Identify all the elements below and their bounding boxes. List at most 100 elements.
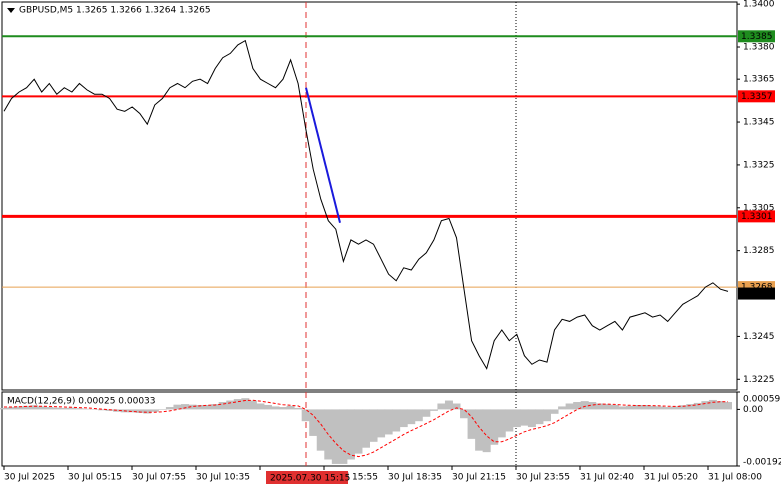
macd-bar (663, 407, 672, 410)
macd-bar (475, 409, 484, 451)
y2-tick-label: -0.00192 (743, 458, 781, 468)
macd-bar (429, 409, 438, 411)
x-tick-label: 30 Jul 23:55 (516, 473, 570, 483)
x-tick-label: 31 Jul 02:40 (580, 473, 634, 483)
macd-bar (671, 406, 680, 410)
macd-bar (294, 407, 303, 410)
macd-bar (535, 409, 544, 425)
macd-bar (573, 402, 582, 410)
macd-bar (173, 404, 182, 410)
macd-bar (437, 403, 446, 410)
macd-bar (460, 409, 469, 419)
x-tick-label: 31 Jul 05:20 (644, 473, 698, 483)
macd-title: MACD(12,26,9) 0.00025 0.00033 (7, 397, 156, 407)
macd-bar (497, 409, 506, 438)
macd-bar (52, 407, 61, 410)
macd-bar (362, 409, 370, 448)
macd-bar (113, 409, 122, 412)
x-tick-label: 30 Jul 07:55 (132, 473, 186, 483)
macd-bar (686, 404, 695, 410)
macd-signal (4, 399, 728, 458)
macd-bar (143, 409, 152, 414)
macd-bar (354, 409, 363, 454)
macd-bar (233, 399, 242, 410)
macd-bar (610, 404, 619, 410)
macd-bar (656, 406, 665, 410)
macd-bar (641, 404, 650, 410)
current-price-bg (738, 287, 775, 300)
x-tick-label: 30 Jul 18:35 (388, 473, 442, 483)
macd-bar (580, 401, 589, 410)
macd-bar (482, 409, 491, 453)
macd-bar (165, 407, 174, 410)
menu-arrow (7, 8, 15, 13)
macd-bar (558, 406, 567, 410)
macd-bar (67, 407, 76, 410)
macd-bar (181, 404, 189, 410)
y2-tick-label: 0.00059 (743, 395, 780, 405)
price-level-label-bg (738, 210, 775, 223)
macd-bar (708, 399, 717, 410)
macd-bar (90, 409, 99, 410)
macd-bar (384, 409, 393, 435)
chart-title: GBPUSD,M5 1.3265 1.3266 1.3264 1.3265 (19, 6, 211, 16)
macd-bar (346, 409, 355, 460)
y-tick-label: 1.3285 (743, 246, 775, 256)
macd-bar (271, 406, 280, 410)
macd-bar (279, 407, 288, 410)
macd-bar (150, 409, 159, 412)
price-level-label-bg (738, 90, 775, 103)
macd-bar (422, 409, 431, 417)
macd-bar (60, 407, 69, 410)
price-level-label: 1.3357 (741, 92, 773, 102)
macd-bar (467, 409, 476, 439)
y-tick-label: 1.3345 (743, 118, 775, 128)
macd-bar (196, 404, 205, 410)
macd-bar (316, 409, 325, 451)
crosshair-label-bg (266, 471, 348, 484)
macd-bar (248, 400, 257, 410)
main-panel (1, 1, 738, 391)
price-line (3, 39, 729, 370)
macd-bar (309, 409, 318, 436)
x-tick-label: 30 Jul 10:35 (196, 473, 250, 483)
y-tick-label: 1.3305 (743, 203, 775, 213)
macd-bar (7, 407, 16, 410)
macd-bar (98, 409, 107, 411)
macd-bar (565, 403, 574, 410)
macd-bar (128, 409, 137, 413)
macd-bar (331, 409, 340, 464)
macd-bar (633, 404, 642, 410)
macd-bar (226, 400, 235, 410)
y-tick-label: 1.3380 (743, 43, 775, 53)
y-tick-label: 1.3225 (743, 375, 775, 385)
macd-bar (625, 405, 634, 410)
macd-bar (339, 409, 348, 464)
x-tick-label: 30 Jul 21:15 (452, 473, 506, 483)
macd-bar (75, 408, 84, 410)
macd-bar (301, 409, 310, 422)
macd-bar (158, 409, 167, 410)
x-tick-label: 30 Jul 05:15 (68, 473, 122, 483)
macd-bar (527, 409, 536, 428)
macd-bar (648, 405, 657, 410)
y-tick-label: 1.3325 (743, 160, 775, 170)
macd-bar (543, 409, 551, 422)
macd-bar (512, 409, 521, 428)
macd-bar (82, 408, 91, 410)
macd-bar (377, 409, 386, 438)
macd-bar (241, 398, 250, 410)
macd-bar (505, 409, 514, 432)
x-tick-label: 31 Jul 08:00 (708, 473, 762, 483)
macd-bar (588, 402, 597, 410)
macd-bar (256, 403, 265, 410)
macd-panel (1, 391, 738, 467)
macd-bar (490, 409, 499, 445)
macd-bar (520, 409, 529, 426)
macd-bar (716, 401, 725, 410)
price-level-label: 1.3301 (741, 212, 773, 222)
macd-bar (550, 409, 559, 414)
price-level-label-bg (738, 30, 775, 43)
y2-tick-label: 0.00 (743, 405, 763, 415)
